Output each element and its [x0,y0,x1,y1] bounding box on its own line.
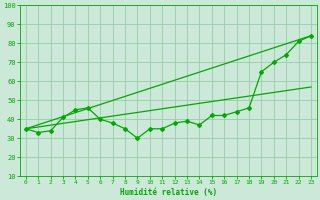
X-axis label: Humidité relative (%): Humidité relative (%) [120,188,217,197]
